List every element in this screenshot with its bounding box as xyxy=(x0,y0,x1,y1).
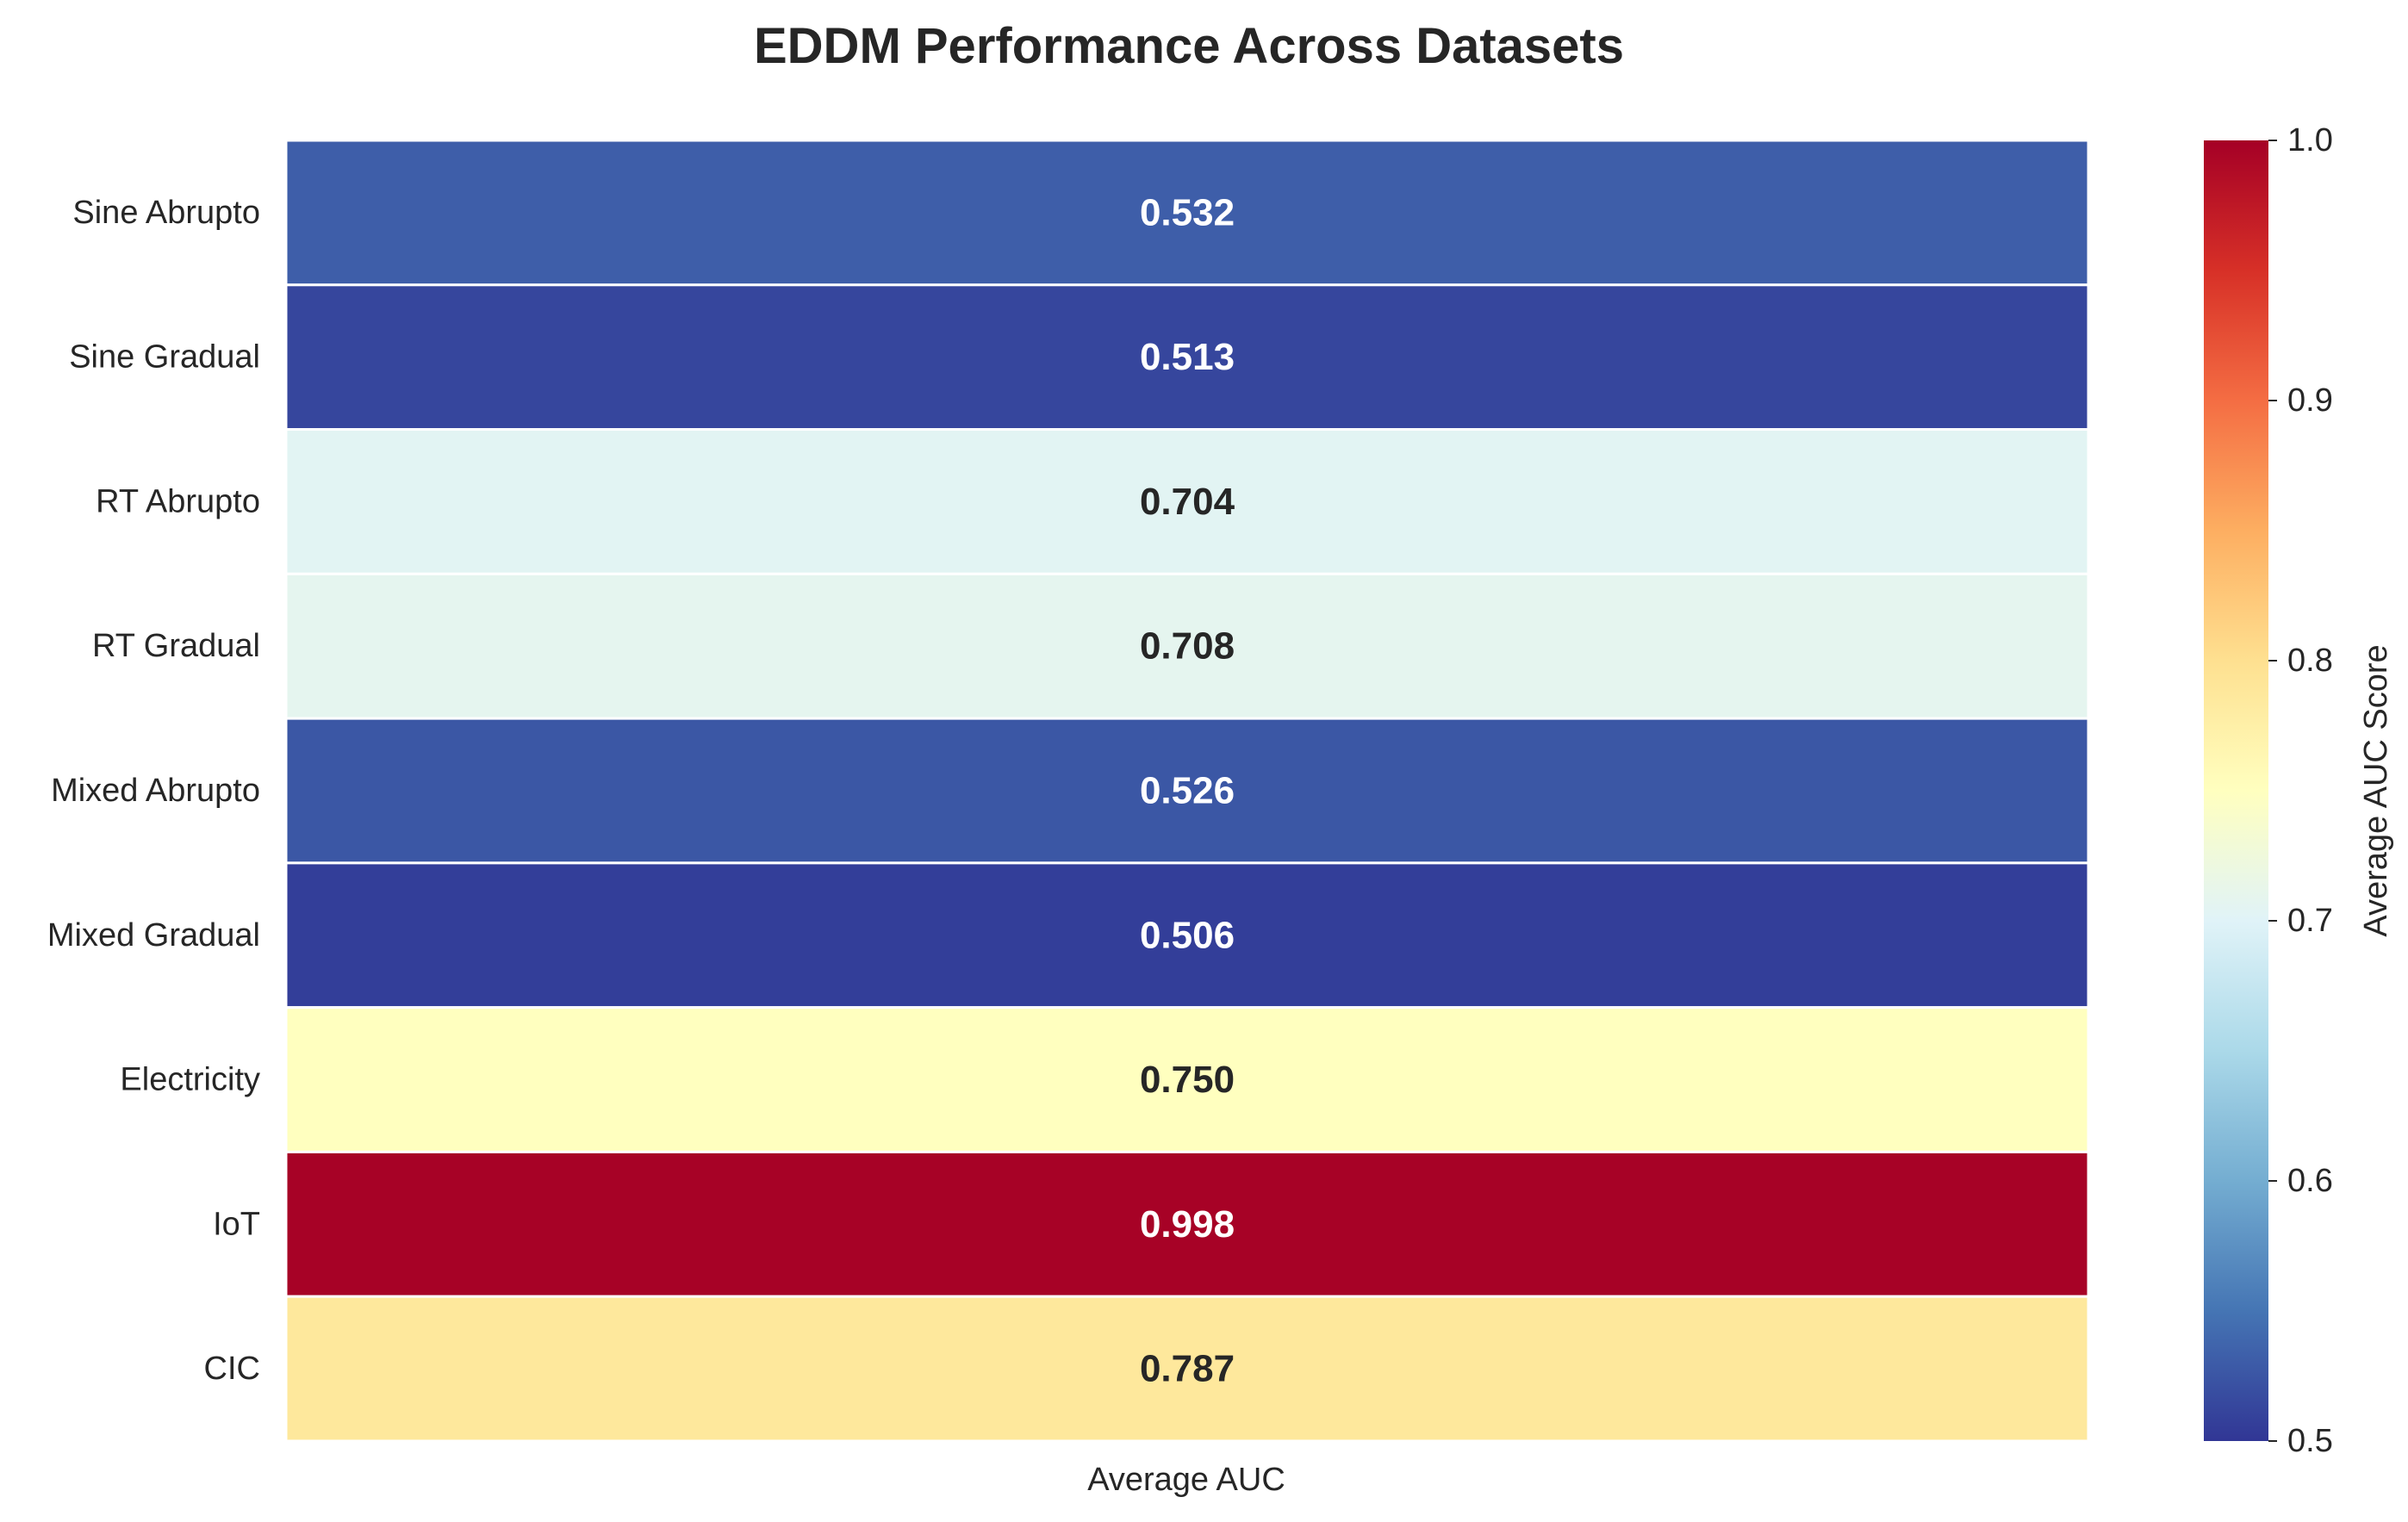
y-tick-label: IoT xyxy=(213,1206,260,1242)
heatmap-cells: 0.532 0.513 0.704 0.708 0.526 0.506 0.750 0.998… xyxy=(284,139,2090,1443)
colorbar-tick-label: 0.6 xyxy=(2287,1163,2333,1199)
y-tick-label: CIC xyxy=(204,1351,260,1387)
y-tick-label: Mixed Abrupto xyxy=(51,773,260,809)
heatmap-cell xyxy=(284,572,2090,720)
cell-value-label: 0.506 xyxy=(1140,914,1235,956)
heatmap-cell xyxy=(284,1295,2090,1443)
heatmap-cell xyxy=(284,283,2090,432)
cell-value-label: 0.513 xyxy=(1140,336,1235,378)
cell-value-label: 0.532 xyxy=(1140,191,1235,233)
colorbar xyxy=(2204,140,2268,1441)
heatmap-cell xyxy=(284,428,2090,575)
cell-value-label: 0.704 xyxy=(1140,481,1235,523)
x-tick-label: Average AUC xyxy=(1087,1462,1285,1498)
cell-value-label: 0.708 xyxy=(1140,625,1235,668)
y-tick-label: RT Abrupto xyxy=(96,483,260,519)
y-tick-label: RT Gradual xyxy=(92,628,260,664)
cell-value-label: 0.787 xyxy=(1140,1348,1235,1390)
colorbar-tick-label: 0.5 xyxy=(2287,1423,2333,1459)
cell-value-label: 0.526 xyxy=(1140,770,1235,812)
colorbar-tick-label: 0.8 xyxy=(2287,643,2333,679)
cell-value-label: 0.998 xyxy=(1140,1203,1235,1246)
chart-title: EDDM Performance Across Datasets xyxy=(753,18,1624,74)
y-tick-label: Sine Gradual xyxy=(69,339,260,376)
heatmap-cell xyxy=(284,139,2090,287)
y-tick-label: Mixed Gradual xyxy=(47,917,260,954)
heatmap-cell xyxy=(284,1006,2090,1153)
colorbar-tick-label: 0.9 xyxy=(2287,382,2333,419)
heatmap-cell xyxy=(284,1150,2090,1298)
y-tick-label: Electricity xyxy=(120,1062,260,1098)
colorbar-ticks: 0.5 0.6 0.7 0.8 0.9 1.0 xyxy=(2268,122,2333,1459)
colorbar-tick-label: 0.7 xyxy=(2287,903,2333,939)
colorbar-tick-label: 1.0 xyxy=(2287,122,2333,158)
y-tick-label: Sine Abrupto xyxy=(72,195,260,231)
cell-value-label: 0.750 xyxy=(1140,1059,1235,1101)
colorbar-label: Average AUC Score xyxy=(2358,644,2394,936)
row-labels: Sine Abrupto Sine Gradual RT Abrupto RT Gra… xyxy=(47,195,260,1387)
